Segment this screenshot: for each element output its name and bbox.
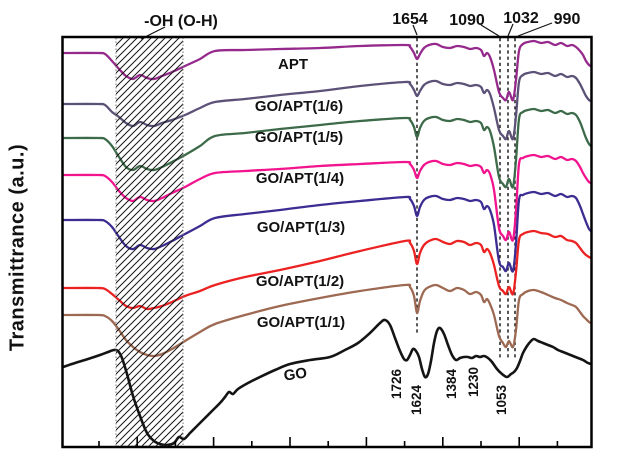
go-peak-label: 1053 [494,384,509,415]
curve-label-go-apt-1-4-: GO/APT(1/4) [256,170,344,187]
wavenumber-leader-line [517,22,553,37]
top-wavenumber-label: 990 [554,11,581,28]
curve-label-go-apt-1-5-: GO/APT(1/5) [255,129,343,146]
plot-frame [61,35,593,449]
curve-label-go-apt-1-2-: GO/APT(1/2) [256,273,344,290]
curve-label-go-apt-1-6-: GO/APT(1/6) [255,98,343,115]
curve-label-apt: APT [278,56,308,73]
wavenumber-leader-line [480,24,500,37]
wavenumber-leader-line [507,23,514,37]
go-peak-label: 1230 [466,367,481,397]
oh-hatch-band [115,37,184,447]
go-peak-label: 1384 [444,368,459,399]
oh-band-label: -OH (O-H) [144,13,218,30]
wavenumber-leader-line [412,24,418,36]
curve-label-go-apt-1-1-: GO/APT(1/1) [257,314,345,331]
curve-label-go-apt-1-3-: GO/APT(1/3) [257,219,345,236]
go-peak-label: 1726 [389,368,404,399]
top-wavenumber-label: 1032 [503,10,539,27]
y-axis-label: Transmittrance (a.u.) [6,143,29,352]
top-wavenumber-label: 1654 [392,11,428,28]
top-wavenumber-label: 1090 [449,12,485,29]
curve-label-go: GO [283,364,309,384]
go-peak-label: 1624 [409,384,424,415]
